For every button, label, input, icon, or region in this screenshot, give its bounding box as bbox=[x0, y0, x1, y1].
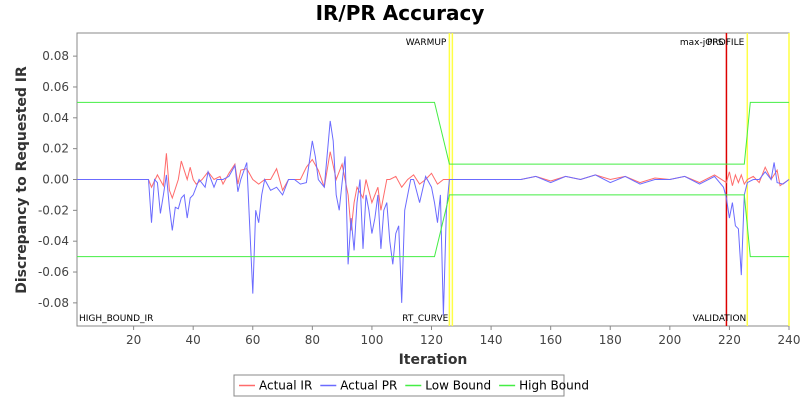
axes: 20 40 60 80 100 120 140 160 180 200 220 240 -0.08 -0.… bbox=[38, 49, 800, 347]
y-tick-label-1: -0.06 bbox=[38, 265, 69, 279]
y-tick-label-6: 0.04 bbox=[42, 111, 69, 125]
legend: Actual IR Actual PR Low Bound High Bound bbox=[233, 374, 589, 397]
x-tick-label-4: 100 bbox=[360, 333, 383, 347]
x-tick-label-1: 40 bbox=[186, 333, 201, 347]
y-axis-title: Discrepancy to Requested IR bbox=[14, 66, 30, 294]
phase-marker-label-0: WARMUP bbox=[406, 38, 447, 48]
legend-label-1: Actual PR bbox=[340, 379, 397, 393]
series-lines bbox=[77, 101, 790, 316]
region-label-0: HIGH_BOUND_IR bbox=[79, 314, 153, 324]
x-tick-label-2: 60 bbox=[245, 333, 260, 347]
x-tick-label-8: 180 bbox=[599, 333, 622, 347]
phase-marker-label-3: PROFILE bbox=[707, 38, 745, 48]
series-line-actual-ir bbox=[77, 151, 790, 231]
phase-marker-label-2: max-jOPS bbox=[680, 38, 724, 48]
chart-title: IR/PR Accuracy bbox=[316, 1, 485, 25]
legend-box bbox=[233, 374, 565, 397]
y-tick-label-0: -0.08 bbox=[38, 296, 69, 310]
x-tick-label-11: 240 bbox=[778, 333, 800, 347]
y-tick-label-8: 0.08 bbox=[42, 49, 69, 63]
y-tick-label-3: -0.02 bbox=[38, 203, 69, 217]
series-line-high-bound bbox=[77, 101, 789, 165]
y-tick-label-7: 0.06 bbox=[42, 80, 69, 94]
legend-label-2: Low Bound bbox=[425, 379, 491, 393]
x-tick-label-10: 220 bbox=[718, 333, 741, 347]
series-line-low-bound bbox=[77, 194, 789, 258]
plot-frame bbox=[76, 32, 790, 327]
legend-label-3: High Bound bbox=[519, 379, 589, 393]
x-tick-label-0: 20 bbox=[126, 333, 141, 347]
x-tick-label-3: 80 bbox=[305, 333, 320, 347]
legend-label-0: Actual IR bbox=[259, 379, 312, 393]
y-tick-label-5: 0.02 bbox=[42, 142, 69, 156]
region-label-2: VALIDATION bbox=[693, 314, 747, 324]
y-tick-label-4: 0.00 bbox=[42, 173, 69, 187]
x-tick-label-5: 120 bbox=[420, 333, 443, 347]
region-label-1: RT_CURVE bbox=[402, 314, 448, 324]
x-tick-label-9: 200 bbox=[658, 333, 681, 347]
y-tick-label-2: -0.04 bbox=[38, 234, 69, 248]
x-tick-label-7: 160 bbox=[539, 333, 562, 347]
series-line-actual-pr bbox=[77, 120, 790, 316]
x-tick-label-6: 140 bbox=[480, 333, 503, 347]
x-axis-title: Iteration bbox=[399, 352, 468, 368]
